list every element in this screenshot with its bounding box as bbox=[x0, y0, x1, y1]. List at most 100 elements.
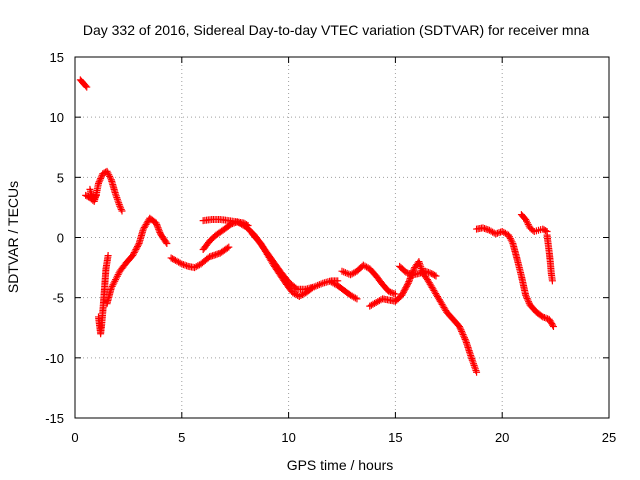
y-tick-label: 0 bbox=[57, 231, 64, 246]
y-tick-label: -10 bbox=[45, 351, 64, 366]
data-point bbox=[405, 270, 413, 278]
data-point bbox=[353, 295, 361, 303]
data-point bbox=[492, 230, 500, 238]
data-point bbox=[471, 363, 479, 371]
data-point bbox=[421, 267, 429, 275]
data-point bbox=[95, 178, 103, 186]
data-point bbox=[460, 332, 468, 340]
data-point bbox=[111, 277, 119, 285]
data-point bbox=[416, 261, 424, 269]
x-tick-label: 25 bbox=[602, 430, 616, 445]
data-point bbox=[549, 321, 557, 329]
data-point bbox=[399, 290, 407, 298]
data-point bbox=[458, 329, 466, 337]
data-point bbox=[116, 202, 124, 210]
data-point bbox=[479, 224, 487, 232]
data-point bbox=[114, 197, 122, 205]
data-point bbox=[225, 243, 233, 251]
data-point bbox=[416, 269, 424, 277]
data-point bbox=[82, 82, 90, 90]
data-point bbox=[459, 331, 467, 339]
data-point bbox=[456, 324, 464, 332]
x-tick-label: 0 bbox=[71, 430, 78, 445]
data-point bbox=[398, 291, 406, 299]
data-point bbox=[501, 229, 509, 237]
data-point bbox=[404, 269, 412, 277]
chart-title: Day 332 of 2016, Sidereal Day-to-day VTE… bbox=[83, 22, 589, 38]
data-point bbox=[425, 268, 433, 276]
data-point bbox=[431, 271, 439, 279]
data-point bbox=[385, 288, 393, 296]
data-point bbox=[473, 368, 481, 376]
data-point bbox=[113, 194, 121, 202]
data-point bbox=[113, 272, 121, 280]
data-point bbox=[163, 240, 171, 248]
data-point bbox=[105, 171, 113, 179]
data-point bbox=[471, 365, 479, 373]
data-point bbox=[505, 233, 513, 241]
data-point bbox=[505, 231, 513, 239]
data-point bbox=[481, 224, 489, 232]
data-point bbox=[152, 219, 160, 227]
data-point bbox=[426, 269, 434, 277]
data-point bbox=[170, 256, 178, 264]
axis-ticks: 0 5 10 15 20 25 -15 -10 -5 0 5 10 15 bbox=[45, 50, 616, 445]
x-tick-label: 5 bbox=[178, 430, 185, 445]
data-point bbox=[104, 252, 112, 260]
data-point bbox=[312, 282, 320, 290]
data-point bbox=[307, 285, 315, 293]
data-point bbox=[523, 294, 531, 302]
data-point bbox=[507, 236, 515, 244]
data-point bbox=[423, 268, 431, 276]
data-point bbox=[129, 250, 137, 258]
data-point bbox=[112, 274, 120, 282]
y-tick-label: 10 bbox=[50, 110, 64, 125]
data-point bbox=[134, 241, 142, 249]
data-point bbox=[468, 356, 476, 364]
x-tick-label: 15 bbox=[388, 430, 402, 445]
data-point bbox=[455, 323, 463, 331]
data-point bbox=[115, 200, 123, 208]
data-point bbox=[508, 238, 516, 246]
data-point bbox=[484, 226, 492, 234]
data-point bbox=[223, 244, 231, 252]
data-point bbox=[470, 361, 478, 369]
data-point bbox=[133, 243, 141, 251]
data-point bbox=[92, 191, 100, 199]
data-point bbox=[506, 234, 514, 242]
data-point bbox=[402, 284, 410, 292]
data-point bbox=[417, 263, 425, 271]
data-point bbox=[106, 172, 114, 180]
data-point bbox=[129, 252, 137, 260]
data-point bbox=[416, 259, 424, 267]
x-tick-label: 20 bbox=[495, 430, 509, 445]
data-point bbox=[107, 284, 115, 292]
data-point bbox=[540, 314, 548, 322]
data-point bbox=[317, 280, 325, 288]
data-point bbox=[179, 261, 187, 269]
data-point bbox=[114, 271, 122, 279]
data-point bbox=[457, 326, 465, 334]
data-point bbox=[97, 173, 105, 181]
x-axis-label: GPS time / hours bbox=[287, 457, 394, 473]
data-point bbox=[115, 199, 123, 207]
data-point bbox=[458, 327, 466, 335]
data-point bbox=[432, 272, 440, 280]
data-point bbox=[404, 279, 412, 287]
data-point bbox=[176, 259, 184, 267]
data-point bbox=[469, 358, 477, 366]
data-point bbox=[154, 224, 162, 232]
data-point bbox=[406, 275, 414, 283]
data-point bbox=[351, 294, 359, 302]
data-point bbox=[522, 293, 530, 301]
data-point bbox=[130, 249, 138, 257]
data-point bbox=[340, 268, 348, 276]
data-point bbox=[415, 270, 423, 278]
data-point bbox=[539, 313, 547, 321]
data-point bbox=[403, 281, 411, 289]
data-point bbox=[155, 227, 163, 235]
data-point bbox=[524, 296, 532, 304]
data-point bbox=[524, 221, 532, 229]
data-point bbox=[113, 195, 121, 203]
